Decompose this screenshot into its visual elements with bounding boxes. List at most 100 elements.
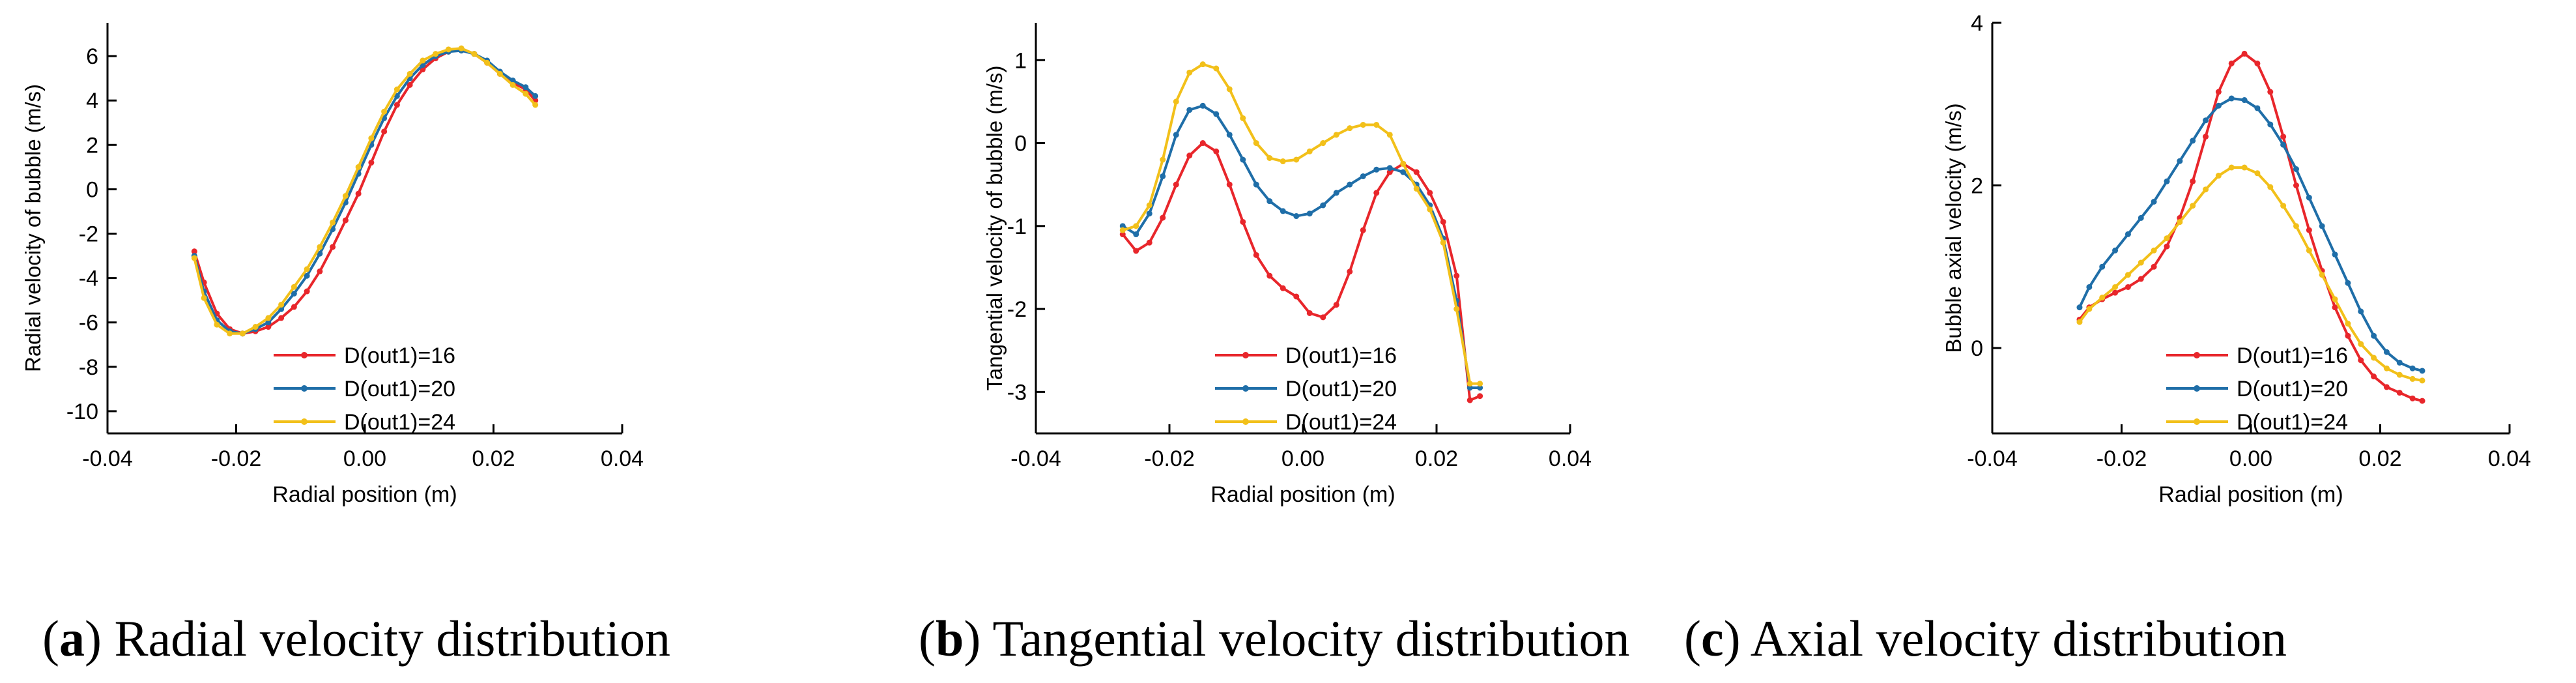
series-D(out1)=20 — [2076, 95, 2426, 374]
data-point — [1173, 98, 1179, 105]
data-point — [1133, 223, 1139, 229]
data-point — [1477, 381, 1483, 387]
data-point — [1240, 218, 1246, 225]
data-point — [1386, 169, 1393, 175]
data-point — [2332, 304, 2338, 311]
series-D(out1)=16 — [191, 46, 539, 337]
data-point — [1146, 202, 1152, 209]
legend-marker — [2194, 418, 2200, 425]
data-point — [317, 268, 323, 274]
data-point — [1453, 306, 1460, 312]
data-point — [2086, 306, 2093, 312]
series-line — [1122, 63, 1480, 385]
data-point — [1320, 202, 1326, 209]
data-point — [1477, 385, 1483, 391]
x-axis-label: Radial position (m) — [272, 482, 457, 507]
data-point — [1306, 148, 1313, 154]
data-point — [1267, 154, 1273, 161]
y-tick-label: 2 — [1971, 174, 1983, 199]
data-point — [407, 70, 413, 77]
legend-label: D(out1)=16 — [2237, 343, 2348, 368]
caption-a: (a) Radial velocity distribution — [42, 610, 671, 667]
data-point — [2125, 231, 2131, 237]
x-tick-label: 0.02 — [472, 446, 515, 471]
data-point — [330, 219, 336, 225]
data-point — [1226, 132, 1233, 138]
x-tick-label: 0.04 — [601, 446, 644, 471]
legend-label: D(out1)=24 — [344, 410, 455, 435]
data-point — [2419, 377, 2426, 384]
legend-entry: D(out1)=24 — [1215, 410, 1397, 435]
data-point — [2228, 95, 2235, 102]
y-tick-label: -4 — [79, 267, 98, 291]
data-point — [2345, 321, 2351, 327]
data-point — [2383, 349, 2390, 355]
data-point — [1347, 125, 1353, 132]
x-tick-label: -0.02 — [2097, 446, 2147, 471]
data-point — [2371, 332, 2377, 339]
data-point — [1293, 293, 1300, 300]
data-point — [1477, 393, 1483, 400]
series-line — [2078, 52, 2423, 403]
data-point — [2254, 60, 2261, 66]
data-point — [355, 164, 362, 170]
data-point — [2164, 178, 2170, 184]
data-point — [191, 248, 197, 255]
x-tick-label: 0.00 — [2229, 446, 2272, 471]
chart-panel-2: -0.04 -0.02 0.00 0.02 0.04 -3 -2 -1 0 1 Radial pos… — [982, 23, 1592, 507]
series-line — [1122, 104, 1480, 389]
data-point — [1347, 269, 1353, 275]
y-tick-label: -8 — [79, 355, 98, 380]
series-D(out1)=24 — [2076, 164, 2426, 384]
data-point — [2419, 398, 2426, 404]
legend-marker — [1242, 352, 1249, 358]
data-point — [1373, 122, 1380, 128]
data-point — [1186, 107, 1193, 113]
legend-marker — [2194, 352, 2200, 358]
data-point — [1333, 302, 1339, 308]
legend-label: D(out1)=24 — [1285, 410, 1397, 435]
data-point — [2099, 263, 2106, 270]
data-point — [1240, 156, 1246, 163]
data-point — [1160, 173, 1166, 179]
data-point — [532, 93, 539, 99]
data-point — [330, 244, 336, 250]
data-point — [2151, 247, 2157, 254]
data-point — [2112, 247, 2119, 254]
data-point — [1386, 132, 1393, 138]
data-point — [1320, 314, 1326, 321]
data-point — [2241, 97, 2248, 104]
data-point — [2319, 272, 2325, 278]
data-point — [2190, 203, 2196, 209]
data-point — [2358, 357, 2364, 364]
data-point — [522, 84, 529, 91]
legend-marker — [1242, 418, 1249, 425]
data-point — [1226, 181, 1233, 188]
data-point — [2371, 373, 2377, 380]
x-tick-label: 0.04 — [2488, 446, 2531, 471]
data-point — [1306, 310, 1313, 316]
data-point — [433, 51, 439, 57]
y-tick-label: -6 — [79, 311, 98, 336]
data-point — [2396, 390, 2403, 396]
data-point — [1293, 213, 1300, 220]
x-tick-label: -0.04 — [1967, 446, 2018, 471]
data-point — [1173, 181, 1179, 188]
data-point — [1133, 248, 1139, 254]
data-point — [317, 250, 323, 257]
x-tick-label: 0.02 — [2358, 446, 2401, 471]
data-point — [1240, 115, 1246, 121]
data-point — [265, 319, 272, 326]
data-point — [407, 81, 413, 88]
data-point — [1213, 111, 1220, 117]
data-point — [1360, 227, 1366, 233]
data-point — [1199, 61, 1206, 68]
data-point — [1360, 173, 1366, 179]
data-point — [2099, 295, 2106, 301]
y-tick-label: 4 — [86, 89, 98, 113]
data-point — [2215, 173, 2222, 179]
data-point — [1293, 156, 1300, 163]
legend-label: D(out1)=16 — [1285, 343, 1397, 368]
data-point — [2138, 276, 2144, 282]
